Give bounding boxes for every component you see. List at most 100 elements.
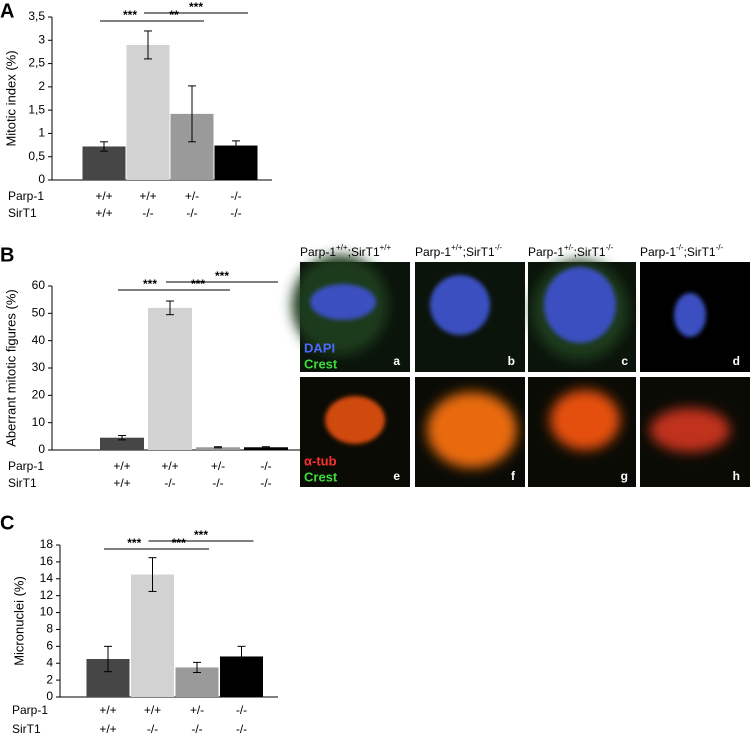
panel-letter: c (621, 354, 628, 368)
significance-label: *** (191, 277, 205, 291)
y-tick-label: 60 (32, 278, 46, 292)
column-header: Parp-1+/-;SirT1-/- (528, 243, 613, 259)
gene: ;SirT1 (348, 245, 380, 259)
panel-letter: b (508, 354, 515, 368)
spindle (325, 396, 385, 444)
error-bar (104, 645, 112, 673)
panel-letter: g (621, 469, 628, 483)
panel-letter: a (393, 354, 400, 368)
error-bar (193, 661, 201, 674)
error-bar (166, 300, 174, 316)
gene: Parp-1 (300, 245, 336, 259)
x-tick-label: -/- (142, 206, 153, 220)
x-tick-label: +/+ (144, 703, 161, 717)
panel-letter: d (733, 354, 740, 368)
row-name: SirT1 (12, 722, 41, 734)
genotype: -/- (495, 243, 503, 252)
stain-label: DAPI (304, 340, 335, 355)
y-tick-label: 0 (46, 689, 53, 703)
x-tick-label: +/+ (99, 703, 116, 717)
significance-label: *** (189, 0, 203, 14)
spindle (427, 392, 517, 468)
y-tick-label: 2 (46, 672, 53, 686)
gene: ;SirT1 (684, 245, 716, 259)
x-tick-label: +/+ (99, 722, 116, 734)
significance-label: *** (127, 536, 141, 550)
genotype: +/- (564, 243, 574, 252)
y-axis-label: Aberrant mitotic figures (%) (3, 289, 18, 447)
x-tick-label: +/- (190, 703, 204, 717)
x-tick-label: +/+ (95, 206, 112, 220)
spindle (550, 390, 620, 450)
error-bar (118, 435, 126, 441)
panel-label: B (0, 244, 14, 266)
y-tick-label: 18 (40, 537, 54, 551)
y-tick-label: 10 (40, 605, 54, 619)
y-tick-label: 6 (46, 639, 53, 653)
y-tick-label: 3 (38, 32, 45, 46)
gene: Parp-1 (528, 245, 564, 259)
y-tick-label: 16 (40, 554, 54, 568)
genotype: -/- (606, 243, 614, 252)
x-tick-label: -/- (236, 722, 247, 734)
y-tick-label: 14 (40, 571, 54, 585)
error-bar (214, 446, 222, 449)
row-name: SirT1 (8, 206, 37, 220)
stain-label: Crest (304, 469, 338, 484)
x-tick-label: +/- (211, 459, 225, 473)
x-tick-label: +/+ (161, 459, 178, 473)
x-tick-label: +/+ (113, 459, 130, 473)
genotype: +/+ (336, 243, 348, 252)
bar (148, 307, 192, 450)
bar (82, 146, 126, 180)
column-header: Parp-1+/+;SirT1+/+ (300, 243, 392, 259)
y-tick-label: 1 (38, 126, 45, 140)
spindle (650, 408, 730, 452)
chromosomes (544, 267, 616, 343)
gene: Parp-1 (415, 245, 451, 259)
y-tick-label: 2 (38, 79, 45, 93)
significance-label: ** (169, 8, 179, 22)
x-tick-label: -/- (164, 476, 175, 490)
x-tick-label: -/- (230, 206, 241, 220)
gene: Parp-1 (640, 245, 676, 259)
y-tick-label: 3,5 (28, 9, 45, 23)
stain-label: Crest (304, 356, 338, 371)
row-name: Parp-1 (8, 189, 44, 203)
significance-label: *** (194, 528, 208, 542)
row-name: Parp-1 (8, 459, 44, 473)
y-tick-label: 0 (38, 442, 45, 456)
x-tick-label: +/+ (95, 189, 112, 203)
gene: ;SirT1 (463, 245, 495, 259)
y-tick-label: 30 (32, 360, 46, 374)
y-tick-label: 2,5 (28, 56, 45, 70)
x-tick-label: -/- (236, 703, 247, 717)
column-header: Parp-1+/+;SirT1-/- (415, 243, 503, 259)
y-tick-label: 1,5 (28, 102, 45, 116)
panel-letter: e (393, 469, 400, 483)
bar (214, 145, 258, 180)
bar (244, 447, 288, 450)
x-tick-label: -/- (147, 722, 158, 734)
chromosomes (674, 293, 706, 337)
bar (126, 44, 170, 180)
bar (100, 437, 144, 450)
y-tick-label: 8 (46, 622, 53, 636)
micrographs: Parp-1+/+;SirT1+/+ Parp-1+/+;SirT1-/- Parp… (292, 243, 750, 487)
error-bar (237, 645, 246, 668)
x-tick-label: -/- (230, 189, 241, 203)
panel-letter: h (733, 469, 740, 483)
chromosomes (310, 284, 376, 320)
significance-label: *** (123, 8, 137, 22)
error-bar (262, 446, 270, 449)
row-name: SirT1 (8, 476, 37, 490)
y-tick-label: 4 (46, 655, 53, 669)
gene: ;SirT1 (574, 245, 606, 259)
genotype: -/- (676, 243, 684, 252)
y-tick-label: 20 (32, 388, 46, 402)
significance-label: *** (172, 536, 186, 550)
error-bar (144, 30, 152, 60)
y-axis-label: Micronuclei (%) (11, 576, 26, 666)
bar (196, 447, 240, 450)
